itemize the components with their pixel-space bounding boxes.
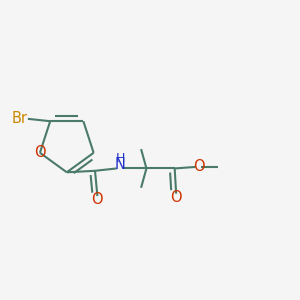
Text: H: H — [116, 152, 125, 165]
Text: O: O — [170, 190, 182, 205]
Text: N: N — [115, 158, 126, 172]
Text: O: O — [34, 145, 46, 160]
Text: Br: Br — [12, 111, 28, 126]
Text: O: O — [92, 192, 103, 207]
Text: O: O — [193, 159, 204, 174]
